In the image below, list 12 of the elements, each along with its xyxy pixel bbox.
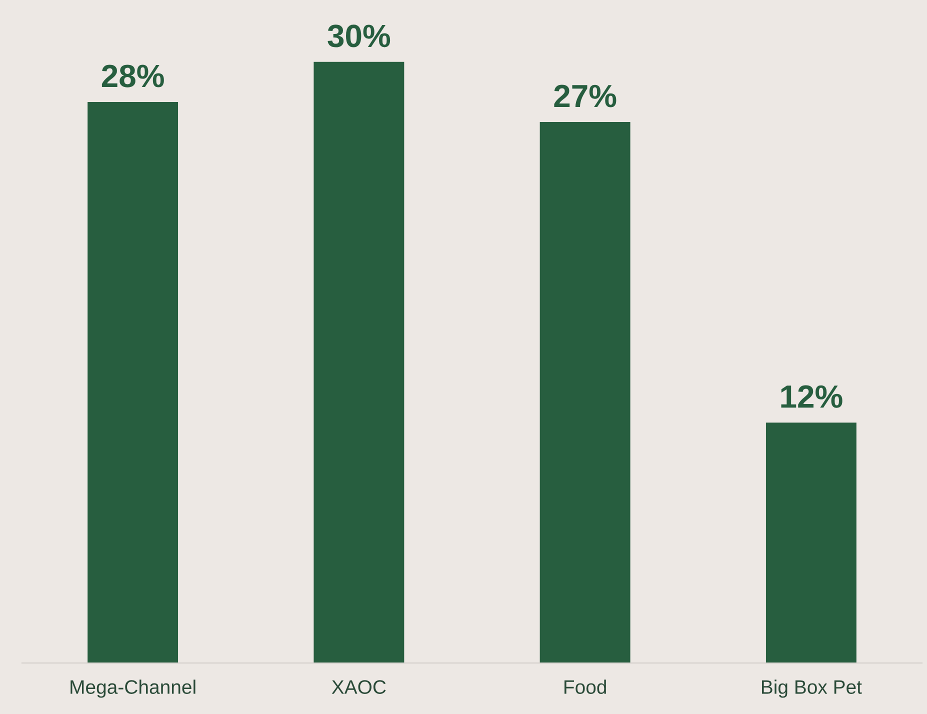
- x-tick-label: Food: [564, 680, 606, 694]
- bar: [540, 122, 630, 663]
- x-tick-label: XAOC: [332, 680, 386, 694]
- x-tick-label: Mega-Channel: [70, 680, 196, 698]
- bar: [314, 62, 404, 663]
- x-tick-label: Big Box Pet: [762, 680, 862, 698]
- data-label: 27%: [554, 84, 616, 108]
- data-label: 30%: [328, 24, 390, 48]
- data-label: 12%: [781, 385, 842, 408]
- data-label: 28%: [102, 64, 164, 88]
- bar: [766, 422, 856, 663]
- bar: [88, 102, 178, 663]
